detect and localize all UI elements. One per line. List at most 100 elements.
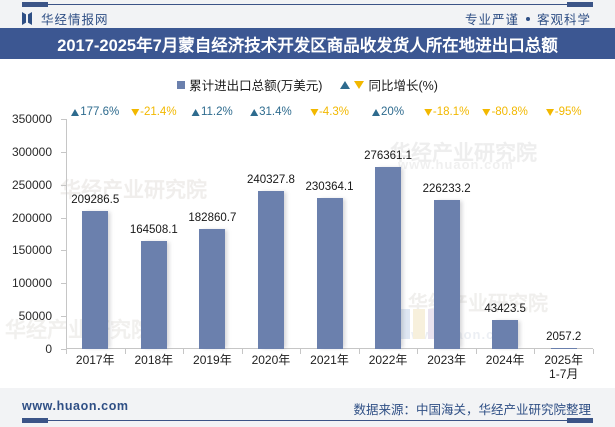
x-axis-label: 2024年 [486,353,525,367]
growth-rate-item: 177.6% [71,106,119,118]
footer-divider-rule [22,418,593,423]
tagline-dot-icon [525,16,530,21]
x-axis-tick [417,349,419,354]
x-axis-label: 2025年 1-7月 [544,353,583,381]
x-axis-label-line: 2019年 [193,353,232,367]
footer-source-note: 数据来源：中国海关，华经产业研究院整理 [353,403,591,417]
x-axis-tick [124,349,126,354]
x-axis-tick [183,349,185,354]
growth-rate-item: 20% [372,106,404,118]
growth-rate-label: 20% [381,106,405,118]
top-divider-rule [22,2,593,7]
growth-rate-item: 11.2% [191,106,233,118]
footer-bar: www.huaon.com 数据来源：中国海关，华经产业研究院整理 [0,388,615,427]
footer-site-link[interactable]: www.huaon.com [22,399,129,413]
triangle-down-icon [545,108,554,116]
growth-rate-item: 31.4% [250,106,292,118]
triangle-down-icon [309,108,318,116]
bar [550,347,577,349]
x-axis-tick [300,349,302,354]
y-axis-tick: 200000 [12,211,66,225]
y-axis-tick: 300000 [12,145,66,159]
x-axis-label-line: 2022年 [368,353,408,367]
x-axis-label: 2018年 [134,353,173,367]
y-axis-label: 350000 [11,112,52,126]
x-axis-label-line: 2025年 [544,353,584,367]
y-axis-label: 100000 [11,276,52,291]
growth-rate-label: -21.4% [140,106,177,118]
x-axis-tick [66,349,67,354]
y-axis-tick: 150000 [12,243,66,257]
plot-area: 0 50000 100000 150000 200000 250000 300000 3500… [12,112,594,381]
bar [375,167,402,349]
huajing-logo-icon [22,12,35,25]
y-axis-tick: 50000 [19,309,66,323]
triangle-up-icon [71,108,80,116]
y-axis-tick: 0 [45,342,66,356]
x-axis-label: 2019年 [193,353,232,367]
x-axis-label: 2020年 [252,353,291,367]
bar-value-label: 276361.1 [364,150,413,163]
growth-rate-label: 31.4% [259,106,292,118]
bar-value-label: 226233.2 [422,183,471,196]
y-axis-tick: 350000 [12,112,66,126]
growth-rate-item: -21.4% [131,106,177,118]
growth-rate-label: -18.1% [432,106,470,118]
bar-value-label: 43423.5 [484,303,526,316]
bar-value-label: 182860.7 [188,211,237,224]
bar-value-label: 164508.1 [129,223,178,236]
x-axis-label-line: 2024年 [485,353,525,367]
tagline: 专业严谨 客观科学 [465,9,591,28]
legend-triangle-down-icon [354,80,365,89]
tagline-left: 专业严谨 [464,13,519,27]
bar-value-label: 209286.5 [71,194,120,207]
x-axis-tick [593,349,594,354]
tagline-right: 客观科学 [536,13,591,27]
bar-series: 209286.5 164508.1 182860.7 240327.8 230364.1… [66,119,593,349]
legend-square-icon [177,80,186,89]
legend-label-growth: 同比增长(%) [368,79,438,93]
y-axis-label: 300000 [11,144,52,159]
growth-rate-item: -4.3% [309,106,350,118]
triangle-down-icon [482,108,491,116]
growth-rate-row: 177.6% -21.4% 11.2% 31.4% -4.3% 20% -18.1% -80.… [66,106,593,122]
y-axis-label: 250000 [11,177,52,192]
y-axis-line [66,119,67,349]
growth-rate-label: -80.8% [491,106,528,118]
growth-rate-item: -95% [545,106,582,118]
y-axis-label: 150000 [11,243,52,258]
bar [199,228,226,349]
triangle-up-icon [372,108,381,116]
growth-rate-label: 11.2% [200,106,233,118]
growth-rate-label: 177.6% [80,106,120,118]
triangle-down-icon [131,108,140,116]
bar [492,320,519,349]
legend-item-growth: 同比增长(%) [340,75,438,94]
x-axis-label: 2021年 [310,353,349,367]
triangle-up-icon [191,108,200,116]
chart-area: 华经产业研究院 华经产业研究院 www.huaon.com 华经产业研究院 华经… [0,59,615,388]
y-axis-tick: 100000 [12,276,66,290]
y-axis-label: 0 [45,342,52,356]
triangle-up-icon [250,108,259,116]
x-axis-tick [358,349,360,354]
title-band: 2017-2025年7月蒙自经济技术开发区商品收发货人所在地进出口总额 [0,28,615,59]
bar [82,211,109,349]
bar [316,197,343,349]
bar [433,200,460,349]
x-axis-label-line: 1-7月 [549,367,579,381]
x-axis-tick [241,349,243,354]
x-axis-label-line: 2018年 [134,353,174,367]
bar-value-label: 2057.2 [546,330,582,343]
growth-rate-label: -4.3% [318,106,350,118]
bar-value-label: 230364.1 [305,180,354,193]
brand: 华经情报网 [22,9,109,28]
x-axis-label-line: 2020年 [251,353,291,367]
x-axis-label-line: 2017年 [75,353,115,367]
bar-value-label: 240327.8 [246,174,295,187]
triangle-down-icon [423,108,432,116]
y-axis-label: 50000 [18,309,52,324]
y-axis-label: 200000 [11,210,52,225]
growth-rate-item: -18.1% [423,106,470,118]
